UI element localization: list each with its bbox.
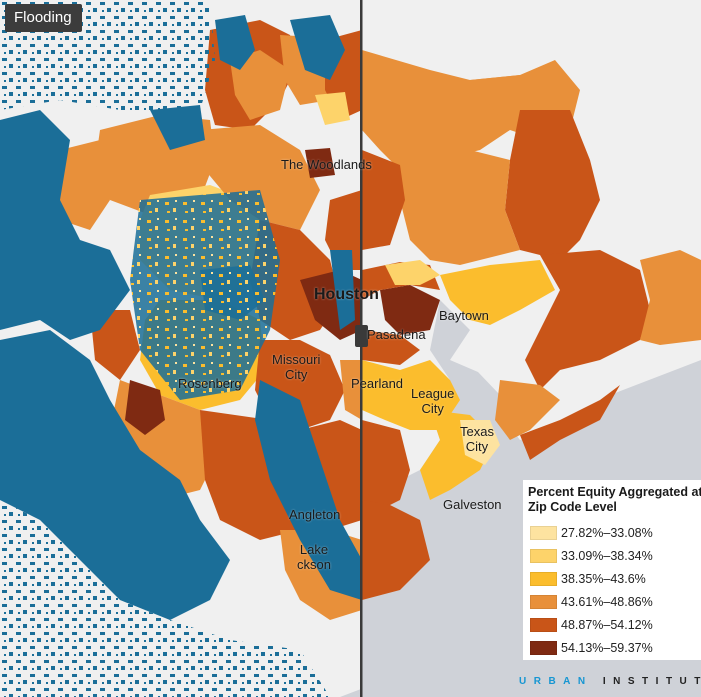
legend-label: 33.09%–38.34% <box>561 549 653 563</box>
label-angleton: Angleton <box>289 507 341 522</box>
label-baytown: Baytown <box>439 308 489 323</box>
legend-swatch <box>530 595 557 609</box>
label-the-woodlands: The Woodlands <box>281 157 372 172</box>
legend-label: 38.35%–43.6% <box>561 572 646 586</box>
legend-title: Percent Equity Aggregated at Zip Code Le… <box>528 485 701 514</box>
legend-swatch <box>530 572 557 586</box>
label-texas-city: Texas City <box>460 424 494 454</box>
legend-swatch <box>530 526 557 540</box>
legend-swatch <box>530 618 557 632</box>
legend-swatch <box>530 549 557 563</box>
legend-swatch <box>530 641 557 655</box>
layer-badge[interactable]: Flooding <box>5 4 82 32</box>
swipe-handle[interactable] <box>355 325 368 347</box>
urban-institute-logo: URBAN INSTITUTE <box>519 676 701 687</box>
label-pasadena: Pasadena <box>367 327 426 342</box>
label-rosenberg: Rosenberg <box>178 376 242 391</box>
legend-item: 38.35%–43.6% <box>530 571 646 587</box>
logo-part-urban: URBAN <box>519 676 593 687</box>
legend-label: 27.82%–33.08% <box>561 526 653 540</box>
legend: Percent Equity Aggregated at Zip Code Le… <box>523 480 701 660</box>
swipe-divider[interactable] <box>360 0 363 697</box>
label-galveston: Galveston <box>443 497 502 512</box>
legend-item: 43.61%–48.86% <box>530 594 653 610</box>
label-pearland: Pearland <box>351 376 404 391</box>
legend-label: 48.87%–54.12% <box>561 618 653 632</box>
legend-item: 48.87%–54.12% <box>530 617 653 633</box>
legend-item: 54.13%–59.37% <box>530 640 653 656</box>
legend-label: 43.61%–48.86% <box>561 595 653 609</box>
label-houston: Houston <box>314 286 379 303</box>
label-missouri-city: Missouri City <box>272 352 321 382</box>
label-lake-jackson: Lake ckson <box>297 542 331 572</box>
legend-label: 54.13%–59.37% <box>561 641 653 655</box>
legend-item: 27.82%–33.08% <box>530 525 653 541</box>
flood-overlay <box>0 0 361 697</box>
label-league-city: League City <box>411 386 455 416</box>
logo-part-institute: INSTITUTE <box>602 676 701 687</box>
legend-item: 33.09%–38.34% <box>530 548 653 564</box>
